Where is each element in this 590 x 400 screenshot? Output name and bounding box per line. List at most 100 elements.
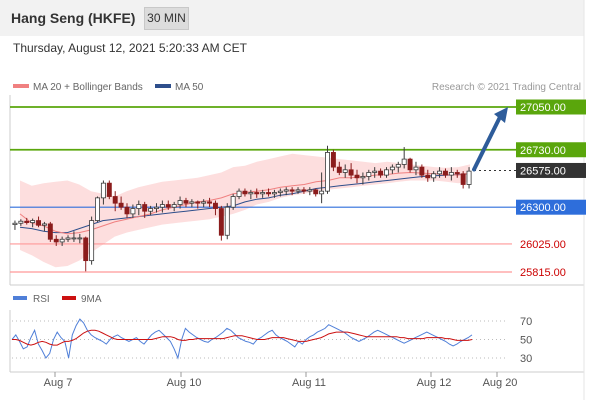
candle-body: [260, 192, 266, 195]
candle-body: [118, 202, 124, 208]
target-arrow-shaft: [472, 115, 502, 172]
ma9-line: [12, 329, 473, 346]
candle-body: [437, 170, 443, 175]
candle-body: [171, 204, 177, 208]
ma50-legend-label: MA 50: [175, 82, 204, 93]
candle-body: [183, 200, 189, 204]
candle-body: [360, 176, 366, 179]
ma9-legend-swatch: [62, 296, 76, 300]
candle-body: [100, 182, 106, 199]
timeframe-button[interactable]: 30 MIN: [144, 7, 189, 30]
candle-body: [266, 192, 272, 195]
candle-body: [389, 166, 395, 171]
candle-body: [224, 206, 230, 236]
candle-body: [36, 220, 42, 226]
candle-body: [71, 237, 77, 240]
candle-body: [124, 206, 130, 215]
level-label: 26300.00: [520, 202, 566, 214]
candle-body: [407, 158, 413, 171]
candle-body: [201, 201, 207, 204]
rsi-tick-label: 70: [520, 316, 532, 328]
candle-body: [295, 189, 301, 192]
ma9-legend-label: 9MA: [81, 294, 102, 305]
candle-body: [242, 190, 248, 195]
candle-body: [366, 172, 372, 177]
level-label: 25815.00: [520, 267, 566, 279]
rsi-line: [11, 318, 473, 360]
rsi-tick-label: 50: [520, 335, 532, 347]
level-label-box: [516, 99, 586, 115]
ma50-line: [19, 173, 471, 234]
chart-timestamp: Thursday, August 12, 2021 5:20:33 AM CET: [13, 41, 247, 55]
candle-body: [53, 238, 59, 243]
x-tick-label: Aug 10: [167, 377, 202, 389]
candle-body: [454, 172, 460, 175]
candle-body: [289, 189, 295, 192]
candle-body: [165, 204, 171, 208]
candle-body: [254, 192, 260, 195]
candle-body: [95, 197, 100, 221]
candle-body: [130, 208, 136, 215]
candle-body: [159, 204, 165, 208]
x-tick-label: Aug 20: [483, 377, 518, 389]
candle-body: [431, 173, 437, 179]
candle-body: [384, 169, 389, 176]
candle-body: [195, 201, 201, 204]
candle-body: [342, 169, 348, 173]
candle-body: [378, 170, 384, 176]
candle-body: [236, 190, 242, 197]
level-label: 26575.00: [520, 165, 566, 177]
level-label: 26730.00: [520, 145, 566, 157]
candle-body: [12, 222, 18, 225]
research-credit: Research © 2021 Trading Central: [432, 82, 581, 93]
candle-body: [401, 158, 407, 165]
candle-body: [212, 202, 218, 209]
candle-body: [348, 169, 354, 176]
candle-body: [313, 189, 319, 195]
chart-header: [0, 0, 584, 36]
candle-body: [154, 206, 159, 209]
candle-body: [301, 189, 307, 192]
candle-body: [230, 196, 236, 208]
candle-body: [248, 192, 254, 195]
candle-body: [47, 223, 53, 240]
candle-body: [271, 192, 277, 195]
target-arrow-head: [494, 107, 508, 123]
x-tick-label: Aug 11: [292, 377, 326, 389]
level-label-box: [516, 162, 586, 178]
x-tick-label: Aug 12: [417, 377, 452, 389]
candle-body: [460, 173, 466, 185]
level-label: 27050.00: [520, 102, 566, 114]
candle-body: [283, 189, 289, 192]
candle-body: [65, 237, 71, 240]
rsi-legend-swatch: [13, 296, 27, 300]
candle-body: [395, 164, 401, 168]
candle-body: [307, 189, 313, 192]
level-label-box: [516, 199, 586, 215]
candle-body: [207, 201, 213, 204]
candle-body: [177, 200, 183, 205]
instrument-title: Hang Seng (HKFE): [11, 10, 136, 26]
candle-body: [325, 152, 330, 192]
rsi-tick-label: 30: [520, 353, 532, 365]
candle-body: [425, 174, 431, 179]
candle-body: [148, 208, 154, 212]
candle-body: [136, 204, 142, 209]
candle-body: [354, 174, 360, 179]
candle-body: [336, 166, 342, 173]
x-tick-label: Aug 7: [44, 377, 73, 389]
candle-body: [106, 182, 112, 197]
candle-body: [277, 190, 283, 193]
candle-body: [18, 220, 24, 224]
candle-body: [419, 166, 425, 176]
candle-body: [83, 237, 89, 262]
candle-body: [413, 166, 419, 171]
level-label: 26025.00: [520, 239, 566, 251]
candle-body: [24, 220, 30, 223]
candle-body: [89, 220, 95, 262]
candle-body: [112, 196, 118, 204]
candle-body: [218, 208, 224, 236]
candle-body: [59, 238, 65, 243]
candle-body: [466, 170, 472, 185]
